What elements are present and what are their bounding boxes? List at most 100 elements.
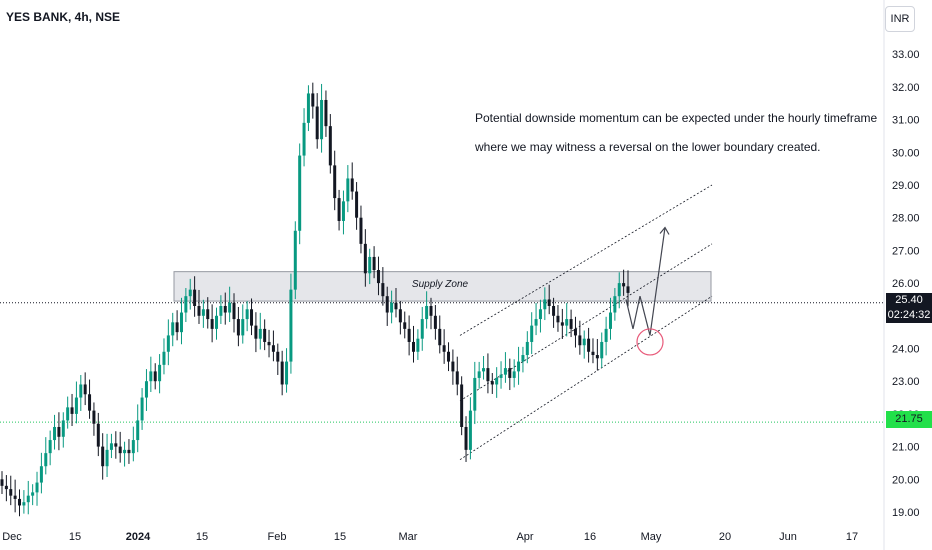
candle-body [285, 361, 289, 385]
candle-body [228, 302, 232, 313]
y-tick-label: 32.00 [892, 82, 920, 94]
candle-body [556, 315, 560, 323]
projection-path[interactable] [625, 226, 670, 356]
candle-body [324, 99, 328, 127]
candle-body [464, 426, 468, 450]
channel-upper-line [459, 184, 713, 336]
candle-body [66, 407, 70, 421]
candle-body [131, 440, 135, 454]
candle-body [179, 312, 183, 333]
candle-body [79, 384, 83, 398]
candle-body [355, 191, 359, 218]
candle-body [311, 93, 315, 107]
candle-body [372, 256, 376, 271]
x-tick-label: 16 [584, 531, 596, 543]
x-tick-label: 17 [846, 531, 858, 543]
candle-body [587, 338, 591, 352]
candle-body [197, 305, 201, 316]
candle-body [9, 489, 13, 496]
y-tick-label: 30.00 [892, 147, 920, 159]
x-tick-label: Feb [268, 531, 287, 543]
candle-body [184, 296, 188, 313]
candle-body [591, 351, 595, 356]
candle-body [201, 309, 205, 316]
candle-body [13, 495, 17, 499]
candle-body [341, 201, 345, 221]
candle-body [175, 322, 179, 333]
candle-body [53, 426, 57, 441]
y-tick-label: 20.00 [892, 474, 920, 486]
candle-body [604, 328, 608, 342]
candle-body [263, 328, 267, 342]
x-tick-label: 15 [196, 531, 208, 543]
candle-body [512, 371, 516, 378]
candle-body [241, 319, 245, 336]
x-tick-label: 15 [334, 531, 346, 543]
candle-body [258, 328, 262, 339]
reversal-circle [636, 328, 664, 356]
candle-body [315, 106, 319, 140]
trend-channel[interactable] [459, 184, 713, 461]
candle-body [153, 371, 157, 382]
candle-body [293, 230, 297, 290]
candle-body [473, 377, 477, 411]
candle-body [219, 305, 223, 316]
candle-body [569, 319, 573, 329]
candle-body [573, 328, 577, 336]
candle-body [521, 355, 525, 362]
candle-body [390, 302, 394, 313]
candle-body [416, 338, 420, 352]
candle-body [18, 498, 22, 506]
candle-body [560, 322, 564, 326]
candle-body [114, 443, 118, 447]
candle-body [411, 341, 415, 352]
candle-body [276, 351, 280, 362]
chart-title: YES BANK, 4h, NSE [6, 10, 121, 24]
candle-body [363, 243, 367, 274]
candle-body [267, 341, 271, 346]
candle-body [44, 453, 48, 467]
x-tick-label: May [641, 531, 662, 543]
candle-body [31, 492, 35, 496]
candle-body [346, 178, 350, 202]
candle-body [320, 99, 324, 140]
candle-body [271, 345, 275, 352]
candle-body [486, 368, 490, 382]
candle-body [499, 374, 503, 378]
candle-body [206, 309, 210, 320]
candle-body [101, 446, 105, 467]
candle-body [578, 335, 582, 346]
candle-body [468, 410, 472, 450]
candle-body [447, 351, 451, 362]
candle-body [83, 384, 87, 395]
candle-body [22, 502, 26, 506]
time-axis[interactable]: Dec 15 2024 15 Feb 15 Mar Apr 16 May 20 Jun 17 [2, 531, 858, 543]
support-price-tag: 21.75 [886, 411, 932, 428]
supply-zone[interactable] [173, 271, 712, 302]
y-tick-label: 21.00 [892, 442, 920, 454]
candle-body [4, 485, 8, 490]
candle-body [171, 322, 175, 336]
currency-button[interactable]: INR [885, 6, 915, 32]
candle-body [538, 309, 542, 320]
supply-zone-label: Supply Zone [412, 279, 469, 290]
candle-body [626, 286, 630, 293]
x-tick-label: Mar [399, 531, 418, 543]
candle-body [600, 341, 604, 359]
candle-body [188, 289, 192, 297]
candle-body [232, 302, 236, 320]
candle-body [403, 322, 407, 329]
y-tick-label: 24.00 [892, 344, 920, 356]
candle-body [39, 466, 43, 483]
countdown-tag: 02:24:32 [886, 308, 932, 323]
candle-body [289, 289, 293, 362]
y-tick-label: 29.00 [892, 180, 920, 192]
y-tick-label: 33.00 [892, 49, 920, 61]
candle-body [376, 270, 380, 284]
projection-arrowhead [659, 226, 670, 235]
note-line-1: Potential downside momentum can be expec… [475, 111, 878, 125]
candle-body [123, 449, 127, 454]
price-axis[interactable]: 19.0020.0021.0022.0023.0024.0025.0026.00… [892, 49, 920, 519]
candle-body [96, 423, 100, 447]
